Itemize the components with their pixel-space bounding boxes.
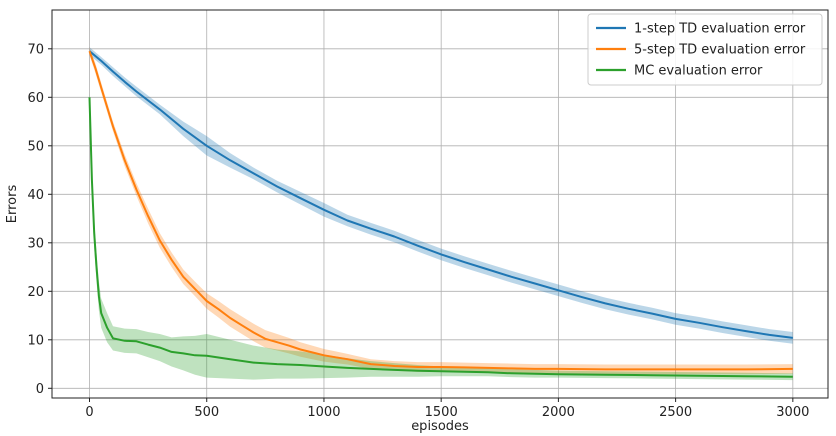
x-tick-label: 500 <box>194 405 219 420</box>
x-tick-label: 1000 <box>307 405 340 420</box>
y-tick-label: 30 <box>27 236 44 251</box>
x-tick-label: 3000 <box>776 405 809 420</box>
y-tick-label: 40 <box>27 188 44 203</box>
series-3-line <box>88 97 793 378</box>
plot-frame <box>51 9 829 399</box>
axis-ticks: 0 500 1000 1500 2000 2500 3000 0 10 20 30 40 50 60 70 <box>27 42 809 420</box>
y-axis-label: Errors <box>5 185 20 224</box>
x-axis-label: episodes <box>411 419 469 434</box>
legend-label: MC evaluation error <box>634 64 763 79</box>
y-tick-label: 0 <box>36 382 44 397</box>
series-3-band <box>89 92 793 381</box>
x-tick-label: 2000 <box>542 405 575 420</box>
legend-box <box>587 13 823 86</box>
legend-label: 5-step TD evaluation error <box>634 43 806 58</box>
y-tick-label: 70 <box>27 42 44 57</box>
legend-label: 1-step TD evaluation error <box>634 22 806 37</box>
y-tick-label: 10 <box>27 333 44 348</box>
y-tick-label: 50 <box>27 139 44 154</box>
y-tick-label: 60 <box>27 91 44 106</box>
x-tick-label: 2500 <box>659 405 692 420</box>
series-1-line <box>88 50 793 339</box>
x-tick-label: 1500 <box>425 405 458 420</box>
confidence-bands <box>89 47 793 381</box>
y-tick-label: 20 <box>27 285 44 300</box>
legend: 1-step TD evaluation error 5-step TD eval… <box>587 13 823 86</box>
series-2-line <box>88 50 793 371</box>
x-tick-label: 0 <box>85 405 93 420</box>
series-lines <box>88 50 793 378</box>
